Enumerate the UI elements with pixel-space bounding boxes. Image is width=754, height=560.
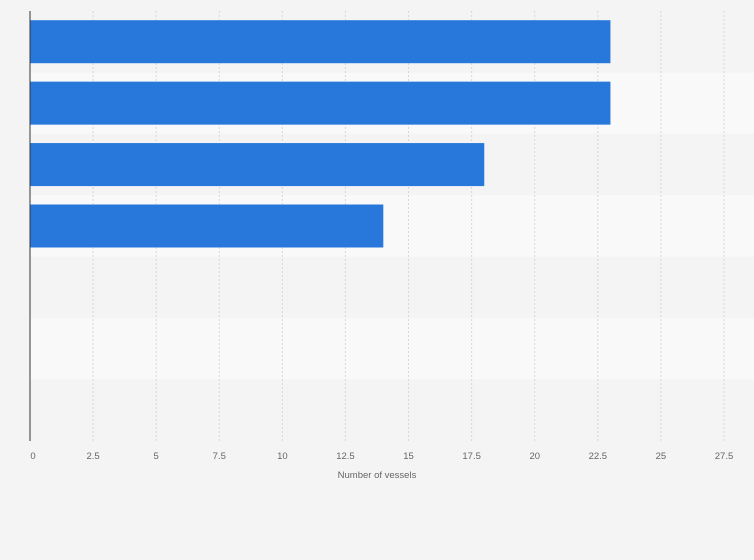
x-tick-label: 22.5 bbox=[589, 451, 608, 462]
bar[interactable] bbox=[30, 81, 611, 125]
x-axis-ticks: 0 2.5 5 7.5 10 12.5 15 17.5 20 22.5 25 27.5 bbox=[30, 451, 733, 462]
bar[interactable] bbox=[30, 204, 384, 248]
x-tick-label: 15 bbox=[403, 451, 414, 462]
x-tick-label: 17.5 bbox=[462, 451, 481, 462]
x-tick-label: 10 bbox=[277, 451, 288, 462]
bar[interactable] bbox=[30, 20, 611, 64]
x-tick-label: 27.5 bbox=[715, 451, 734, 462]
row-band bbox=[30, 379, 754, 441]
x-tick-label: 25 bbox=[656, 451, 667, 462]
x-tick-label: 7.5 bbox=[213, 451, 226, 462]
x-axis-title: Number of vessels bbox=[338, 470, 417, 481]
x-tick-label: 12.5 bbox=[336, 451, 355, 462]
bar[interactable] bbox=[30, 143, 485, 187]
x-tick-label: 5 bbox=[154, 451, 159, 462]
row-bands bbox=[30, 11, 754, 441]
row-band bbox=[30, 256, 754, 319]
x-tick-label: 0 bbox=[30, 451, 35, 462]
row-band bbox=[30, 318, 754, 380]
bars bbox=[30, 20, 611, 248]
x-tick-label: 20 bbox=[529, 451, 540, 462]
x-tick-label: 2.5 bbox=[86, 451, 99, 462]
